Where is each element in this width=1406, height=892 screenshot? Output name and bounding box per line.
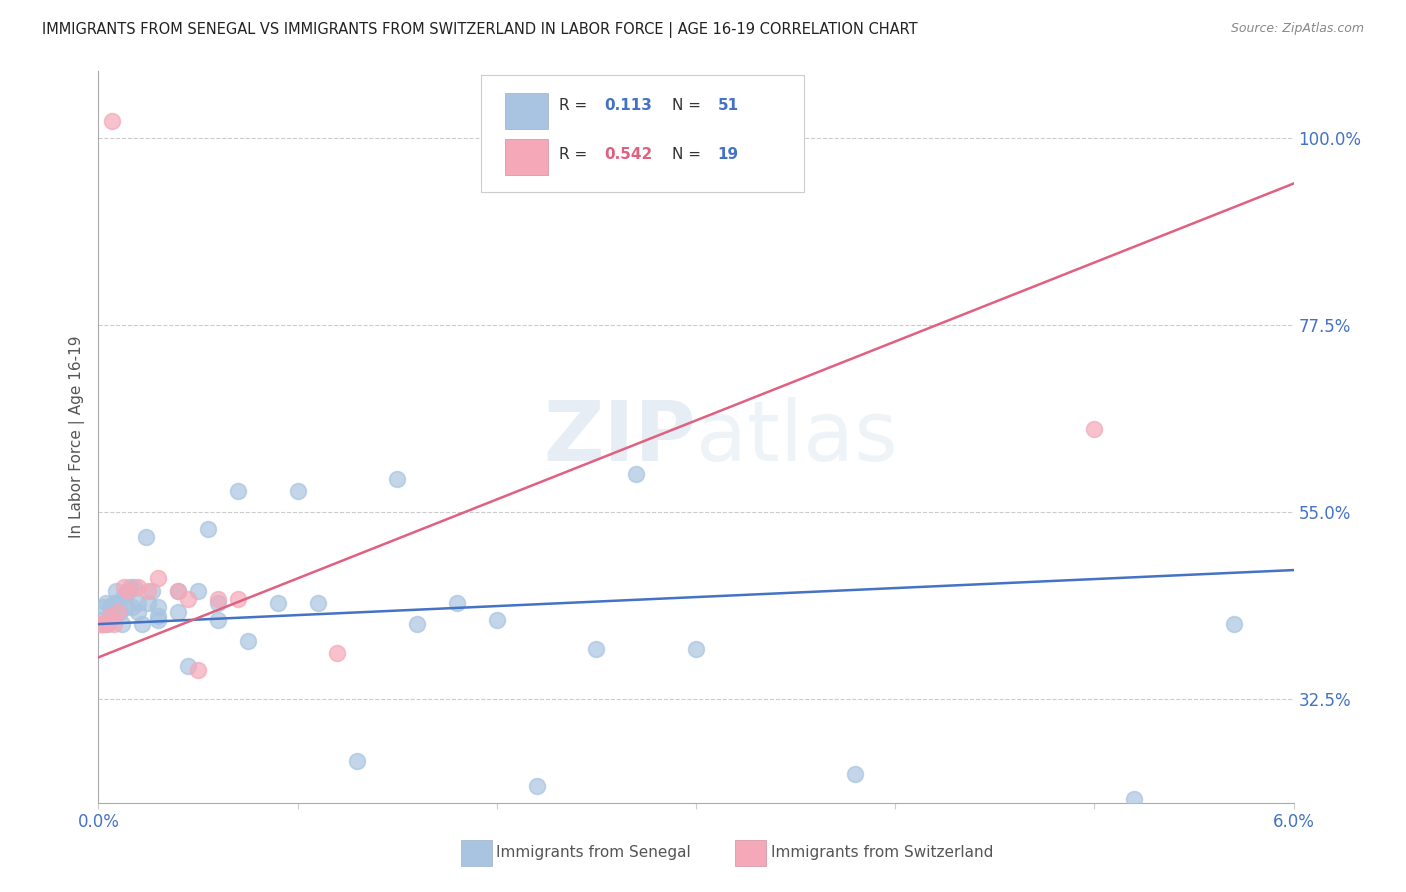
Point <box>226 484 249 499</box>
FancyBboxPatch shape <box>481 75 804 192</box>
Text: Immigrants from Switzerland: Immigrants from Switzerland <box>772 845 994 860</box>
Point <box>167 583 190 598</box>
Text: R =: R = <box>558 146 592 161</box>
Text: R =: R = <box>558 98 592 113</box>
Point <box>91 617 114 632</box>
Text: 0.113: 0.113 <box>605 98 652 113</box>
Point <box>136 583 159 598</box>
Point <box>117 583 139 598</box>
Text: Source: ZipAtlas.com: Source: ZipAtlas.com <box>1230 22 1364 36</box>
Point <box>326 646 349 660</box>
Point <box>89 617 111 632</box>
Point <box>267 596 290 610</box>
Point <box>346 754 368 768</box>
Point <box>112 588 135 602</box>
FancyBboxPatch shape <box>505 94 548 129</box>
Point <box>406 617 429 632</box>
Point <box>385 472 409 486</box>
Text: N =: N = <box>672 98 706 113</box>
Point <box>105 583 128 598</box>
Point <box>127 596 149 610</box>
Point <box>93 600 115 615</box>
Point <box>96 596 118 610</box>
Point <box>91 617 114 632</box>
Point <box>112 580 135 594</box>
Point <box>177 592 200 607</box>
Point <box>110 605 132 619</box>
Point <box>844 766 866 780</box>
Point <box>207 613 229 627</box>
Point <box>115 600 138 615</box>
Point <box>685 642 707 657</box>
Point <box>307 596 329 610</box>
Point <box>127 605 149 619</box>
Point <box>207 596 229 610</box>
Point <box>287 484 309 499</box>
Point <box>236 633 259 648</box>
Point <box>89 613 111 627</box>
Text: 19: 19 <box>717 146 738 161</box>
Point <box>127 580 149 594</box>
Point <box>446 596 468 610</box>
Text: 51: 51 <box>717 98 738 113</box>
Point <box>1123 791 1146 805</box>
Point <box>117 583 139 598</box>
Point <box>131 617 153 632</box>
FancyBboxPatch shape <box>505 139 548 175</box>
Point <box>485 613 508 627</box>
Point <box>96 617 118 632</box>
Point <box>1223 617 1246 632</box>
Text: IMMIGRANTS FROM SENEGAL VS IMMIGRANTS FROM SWITZERLAND IN LABOR FORCE | AGE 16-1: IMMIGRANTS FROM SENEGAL VS IMMIGRANTS FR… <box>42 22 918 38</box>
Point <box>136 596 159 610</box>
Point <box>111 617 134 632</box>
Text: atlas: atlas <box>696 397 897 477</box>
Point <box>187 583 209 598</box>
Point <box>148 571 170 585</box>
Point <box>101 605 124 619</box>
Y-axis label: In Labor Force | Age 16-19: In Labor Force | Age 16-19 <box>69 335 84 539</box>
Point <box>98 600 122 615</box>
Point <box>526 779 548 793</box>
Point <box>107 605 129 619</box>
Point <box>120 580 142 594</box>
Point <box>121 600 143 615</box>
Point <box>107 596 129 610</box>
Point <box>148 600 170 615</box>
Point <box>101 114 124 128</box>
Point <box>148 608 170 623</box>
Point <box>177 658 200 673</box>
FancyBboxPatch shape <box>735 840 766 866</box>
Point <box>148 613 170 627</box>
Point <box>167 583 190 598</box>
Point <box>207 592 229 607</box>
Point <box>103 596 125 610</box>
Point <box>97 617 120 632</box>
Text: ZIP: ZIP <box>544 397 696 477</box>
Point <box>226 592 249 607</box>
Point <box>197 521 219 535</box>
Point <box>626 467 648 482</box>
Point <box>124 580 146 594</box>
Point <box>135 530 157 544</box>
Point <box>103 617 125 632</box>
FancyBboxPatch shape <box>461 840 492 866</box>
Text: N =: N = <box>672 146 706 161</box>
Point <box>167 605 190 619</box>
Point <box>585 642 607 657</box>
Point <box>98 608 122 623</box>
Point <box>187 663 209 677</box>
Point <box>1083 422 1105 436</box>
Point <box>141 583 163 598</box>
Text: 0.542: 0.542 <box>605 146 652 161</box>
Text: Immigrants from Senegal: Immigrants from Senegal <box>496 845 692 860</box>
